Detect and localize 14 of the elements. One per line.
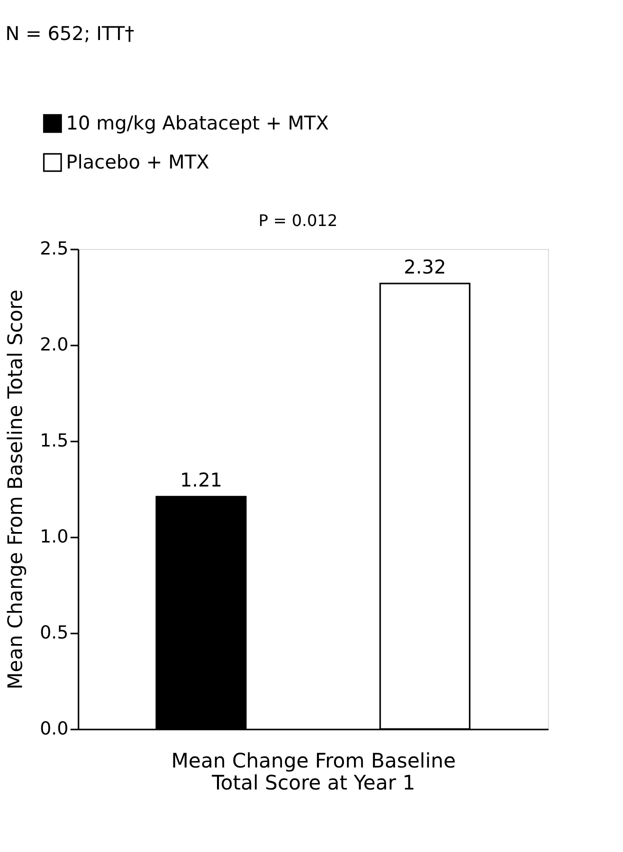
y-tick-label: 2.5	[40, 238, 68, 260]
data-label: 2.32	[404, 256, 446, 279]
legend-label: Placebo + MTX	[66, 152, 210, 174]
x-axis-title: Mean Change From Baseline Total Score at Year 1	[171, 748, 456, 794]
text: P = 0.012	[258, 211, 338, 230]
y-tick-label: 0.0	[40, 718, 68, 740]
y-tick-label: 1.5	[40, 430, 68, 452]
y-tick-label: 0.5	[40, 622, 68, 644]
legend-label: 10 mg/kg Abatacept + MTX	[66, 112, 329, 134]
y-axis-title: Mean Change From Baseline Total Score	[2, 290, 27, 690]
chart-title: N = 652; ITT†	[5, 23, 134, 45]
data-label: 1.21	[180, 470, 222, 492]
y-tick-label: 1.0	[40, 526, 68, 548]
y-tick-label: 2.0	[40, 334, 68, 356]
